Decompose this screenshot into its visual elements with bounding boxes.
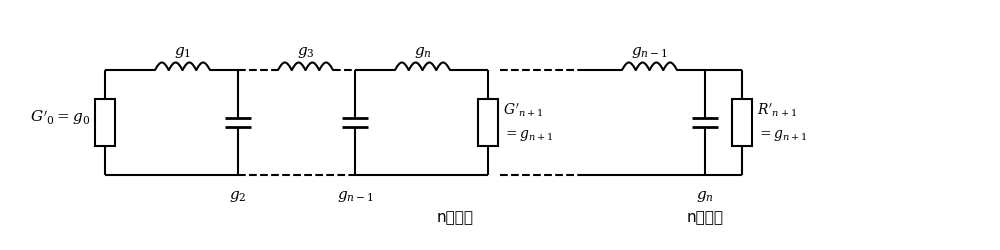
Text: $G'_0 = g_0$: $G'_0 = g_0$ [30, 108, 90, 127]
Text: $g_1$: $g_1$ [174, 46, 191, 60]
Text: $g_{n-1}$: $g_{n-1}$ [631, 46, 668, 60]
Text: $= g_{n+1}$: $= g_{n+1}$ [503, 128, 554, 143]
Text: $g_3$: $g_3$ [297, 46, 314, 60]
Text: $g_{n-1}$: $g_{n-1}$ [337, 189, 373, 204]
Bar [478, 100, 498, 146]
Text: $g_n$: $g_n$ [696, 189, 714, 204]
Text: n为偶数: n为偶数 [686, 210, 724, 226]
Text: n为奇数: n为奇数 [436, 210, 474, 226]
Text: $G'_{n+1}$: $G'_{n+1}$ [503, 102, 543, 119]
Text: $g_2$: $g_2$ [229, 189, 247, 204]
Bar [732, 100, 752, 146]
Bar [95, 100, 115, 146]
Text: $g_n$: $g_n$ [414, 46, 431, 60]
Text: $R'_{n+1}$: $R'_{n+1}$ [757, 102, 797, 119]
Text: $= g_{n+1}$: $= g_{n+1}$ [757, 128, 808, 143]
